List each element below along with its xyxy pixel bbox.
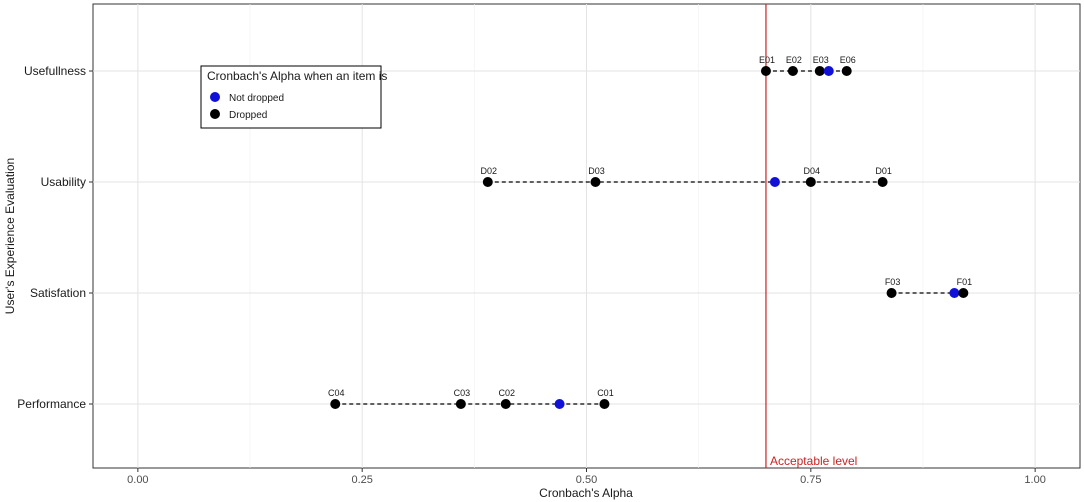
x-tick-label: 0.00 [127, 474, 148, 486]
series-usability: D02 D03 D04 D01 [481, 166, 892, 187]
point-dropped [886, 288, 897, 298]
point-dropped [958, 288, 969, 298]
y-tick-label: Satisfation [30, 286, 86, 300]
point-dropped [455, 399, 466, 409]
point-label: D02 [481, 166, 498, 176]
y-axis-ticks: Usefullness Usability Satisfation Performan… [17, 64, 93, 411]
point-dropped [814, 66, 825, 76]
point-dropped [500, 399, 511, 409]
series-performance: C04 C03 C02 C01 [328, 388, 614, 409]
point-label: C04 [328, 388, 345, 398]
x-tick-label: 0.25 [351, 474, 372, 486]
series-satisfation: F03 F01 [885, 277, 972, 298]
reference-line-group: Acceptable level [765, 4, 857, 468]
point-label: F03 [885, 277, 901, 287]
legend-label-dropped: Dropped [229, 110, 267, 121]
legend-marker-dropped [210, 109, 220, 119]
point-label: D04 [804, 166, 821, 176]
point-dropped [877, 177, 888, 187]
legend-box [200, 65, 382, 129]
x-tick-label: 0.75 [800, 474, 821, 486]
point-label: C01 [597, 388, 614, 398]
point-dropped [590, 177, 601, 187]
legend-title: Cronbach's Alpha when an item is [207, 69, 387, 83]
point-label: F01 [957, 277, 973, 287]
point-dropped [330, 399, 341, 409]
point-dropped [787, 66, 798, 76]
point-label: C02 [498, 388, 515, 398]
point-not-dropped [769, 177, 780, 187]
x-tick-label: 0.50 [576, 474, 597, 486]
point-not-dropped [823, 66, 834, 76]
y-axis-title: User's Experience Evaluation [3, 158, 17, 314]
point-dropped [482, 177, 493, 187]
point-label: D01 [875, 166, 892, 176]
legend-label-not-dropped: Not dropped [229, 93, 284, 104]
point-label: E02 [786, 55, 802, 65]
acceptable-level-label: Acceptable level [770, 454, 857, 468]
x-axis-title: Cronbach's Alpha [539, 486, 633, 500]
point-dropped [805, 177, 816, 187]
point-dropped [760, 66, 771, 76]
point-label: E01 [759, 55, 775, 65]
point-label: E03 [813, 55, 829, 65]
point-not-dropped [554, 399, 565, 409]
point-dropped [599, 399, 610, 409]
point-label: E06 [840, 55, 856, 65]
point-label: D03 [588, 166, 605, 176]
x-tick-label: 1.00 [1024, 474, 1045, 486]
legend-marker-not-dropped [210, 92, 220, 102]
point-label: C03 [454, 388, 471, 398]
y-tick-label: Usefullness [24, 64, 86, 78]
point-not-dropped [949, 288, 960, 298]
point-dropped [841, 66, 852, 76]
legend: Cronbach's Alpha when an item is Not dro… [200, 65, 387, 129]
x-axis-ticks: 0.00 0.25 0.50 0.75 1.00 [127, 468, 1046, 486]
y-tick-label: Performance [17, 397, 86, 411]
series-usefullness: E01 E02 E03 E06 [759, 55, 856, 76]
y-tick-label: Usability [41, 175, 86, 189]
